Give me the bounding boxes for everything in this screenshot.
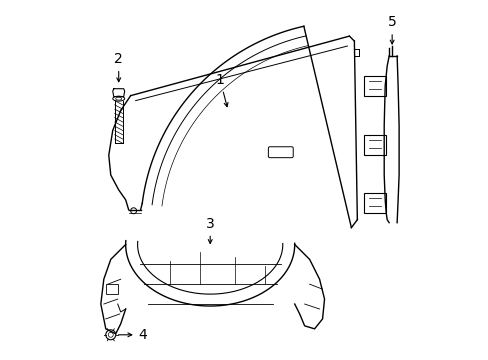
- Bar: [105, 284, 118, 294]
- Bar: [364, 76, 386, 96]
- Text: 4: 4: [118, 328, 147, 342]
- Bar: [364, 135, 386, 155]
- Text: 3: 3: [205, 217, 214, 243]
- Text: 1: 1: [215, 73, 227, 107]
- Text: 5: 5: [387, 15, 396, 44]
- Bar: [364, 193, 386, 213]
- Text: 2: 2: [114, 52, 123, 82]
